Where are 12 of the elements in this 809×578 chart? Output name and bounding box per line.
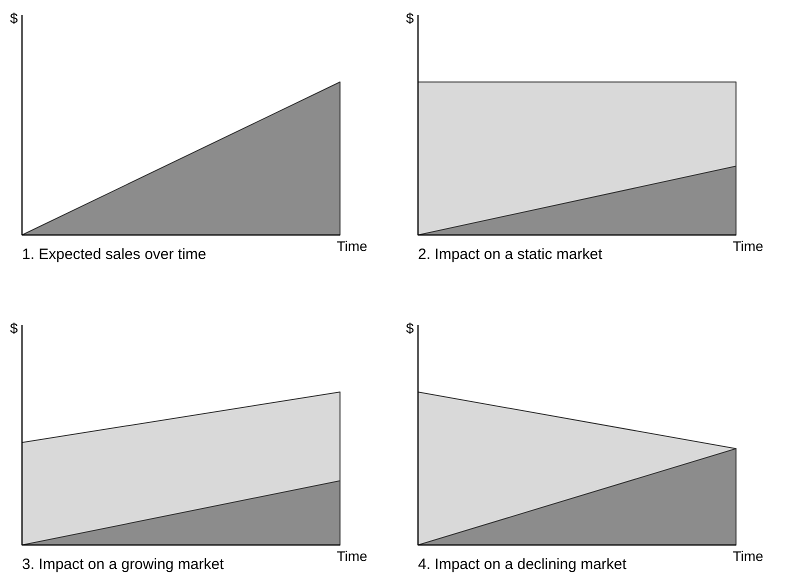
text: 1. Expected sales over time bbox=[22, 246, 206, 263]
y-axis-title: $ bbox=[10, 320, 18, 336]
x-axis-title: Time bbox=[336, 238, 368, 254]
y-axis-title: $ bbox=[406, 10, 414, 26]
x-axis-title: Time bbox=[732, 548, 764, 564]
y-axis-title: $ bbox=[10, 10, 18, 26]
text: 3. Impact on a growing market bbox=[22, 556, 225, 573]
x-axis-title: Time bbox=[732, 238, 764, 254]
text: 2. Impact on a static market bbox=[418, 246, 604, 263]
y-axis-title: $ bbox=[406, 320, 414, 336]
text: 4. Impact on a declining market bbox=[418, 556, 628, 573]
x-axis-title: Time bbox=[336, 548, 368, 564]
